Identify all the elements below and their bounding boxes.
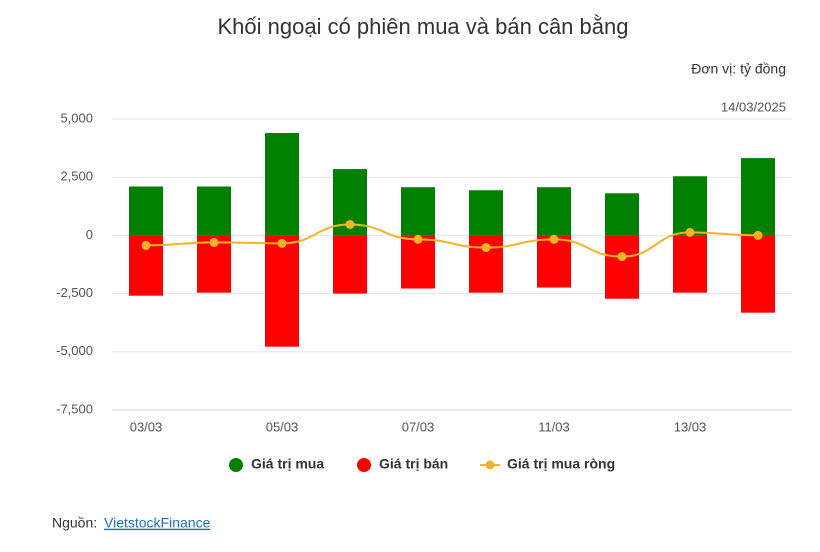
source-link[interactable]: VietstockFinance — [104, 515, 211, 531]
legend-label: Giá trị mua ròng — [507, 456, 615, 472]
source-name[interactable]: VietstockFinance — [104, 515, 211, 531]
bar — [605, 193, 639, 236]
net-point — [549, 234, 559, 244]
legend-item[interactable]: Giá trị bán — [357, 456, 448, 472]
chart-title: Khối ngoại có phiên mua và bán cân bằng — [218, 14, 629, 39]
net-point — [413, 234, 423, 244]
bar — [265, 132, 299, 236]
bar — [401, 235, 435, 289]
legend-item[interactable]: Giá trị mua — [229, 456, 324, 472]
x-tick-label: 03/03 — [130, 419, 163, 434]
legend-item[interactable]: Giá trị mua ròng — [480, 456, 615, 472]
x-tick-label: 11/03 — [538, 419, 570, 434]
unit-label: Đơn vị: tỷ đồng — [691, 61, 786, 77]
bar — [469, 190, 503, 236]
y-tick-label: 5,000 — [60, 110, 93, 125]
bar — [537, 187, 571, 236]
net-point — [753, 230, 763, 240]
bar — [741, 235, 775, 313]
y-tick-label: -7,500 — [56, 401, 93, 416]
net-point — [685, 227, 695, 237]
bar — [673, 235, 707, 293]
legend-marker — [357, 458, 371, 472]
net-point — [481, 243, 491, 253]
y-tick-label: -5,000 — [56, 343, 93, 358]
legend-marker — [229, 458, 243, 472]
bar — [265, 235, 299, 347]
y-tick-label: -2,500 — [56, 285, 93, 300]
net-point — [209, 237, 219, 247]
bar — [333, 235, 367, 294]
bar — [605, 235, 639, 299]
x-tick-label: 07/03 — [402, 419, 435, 434]
bar — [129, 186, 163, 236]
source-label: Nguồn: — [52, 515, 97, 531]
bar — [537, 235, 571, 288]
net-line — [145, 223, 759, 258]
bar — [401, 187, 435, 236]
legend-label: Giá trị mua — [251, 456, 324, 472]
net-point — [277, 238, 287, 248]
net-point — [141, 240, 151, 250]
x-tick-label: 05/03 — [266, 419, 299, 434]
bar — [197, 186, 231, 236]
date-label: 14/03/2025 — [721, 99, 786, 114]
legend-marker — [485, 460, 495, 470]
y-tick-label: 2,500 — [60, 169, 93, 184]
legend-label: Giá trị bán — [379, 456, 448, 472]
bar — [741, 158, 775, 236]
y-tick-label: 0 — [86, 227, 93, 242]
bar — [673, 176, 707, 236]
net-point — [617, 252, 627, 262]
net-point — [345, 219, 355, 229]
x-tick-label: 13/03 — [674, 419, 707, 434]
